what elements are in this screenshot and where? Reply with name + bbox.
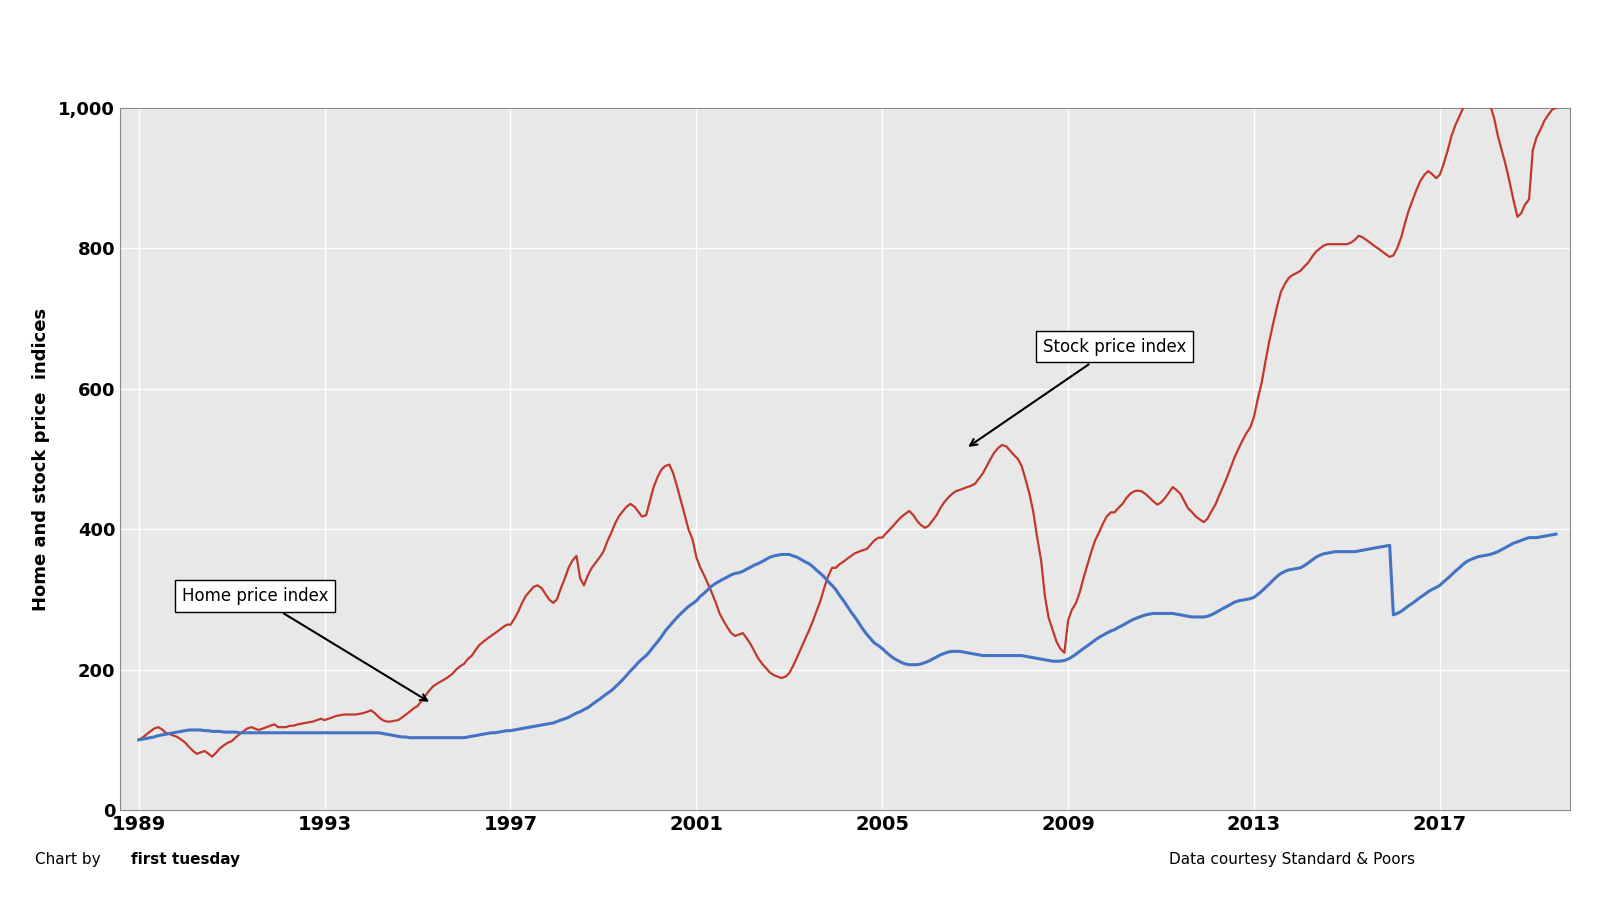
Text: Data courtesy Standard & Poors: Data courtesy Standard & Poors [1169, 852, 1416, 867]
Text: Home Price Index vs. Stock Price Index: 1989=100: Home Price Index vs. Stock Price Index: … [325, 26, 1277, 59]
Y-axis label: Home and stock price  indices: Home and stock price indices [32, 308, 50, 610]
Text: first tuesday: first tuesday [131, 852, 240, 867]
Text: Home price index: Home price index [181, 587, 428, 700]
Text: Stock price index: Stock price index [971, 338, 1185, 446]
Text: Chart by: Chart by [35, 852, 106, 867]
